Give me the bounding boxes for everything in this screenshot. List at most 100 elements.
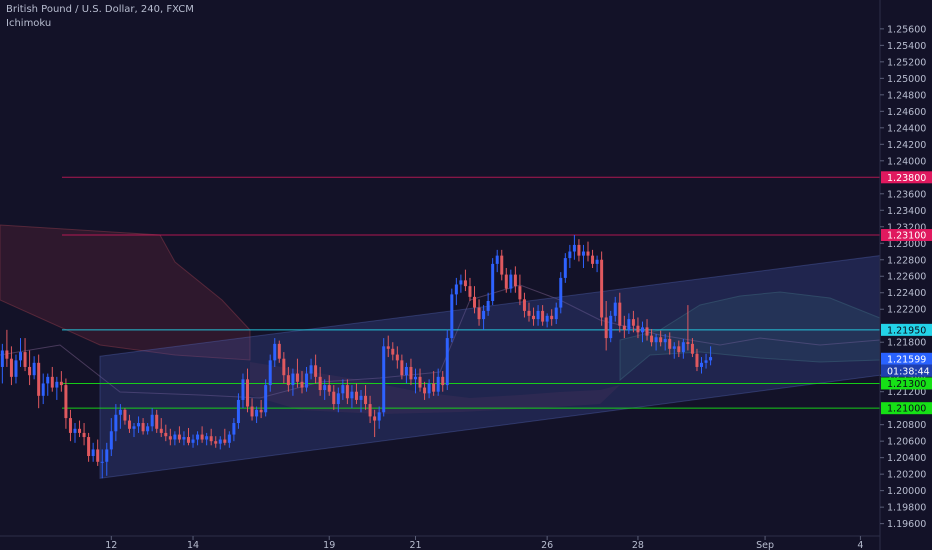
candle [445,329,449,391]
candle [109,418,113,457]
level-badge-2-bg [881,323,932,336]
candle [413,368,417,394]
price-tick-label: 1.22800 [887,255,926,266]
candle [686,305,690,351]
candle [495,249,499,273]
candle [668,332,672,355]
candle [436,368,440,396]
time-tick-label: 21 [409,540,421,550]
candle [273,338,277,367]
candle [309,358,313,380]
time-tick-label: 26 [541,540,553,550]
level-badge-1: 1.23100 [887,231,926,242]
candle [141,418,145,435]
time-tick-label: 12 [105,540,117,550]
candle [205,432,209,446]
candle [168,428,172,446]
candle [559,272,563,314]
candle [236,393,240,429]
candle [132,423,136,438]
candle [423,381,427,400]
candle [73,423,77,443]
candle [96,439,100,466]
candle [332,385,336,410]
candle [9,346,13,386]
candle [391,342,395,361]
bar-countdown: 01:38:44 [887,366,930,377]
level-badge-4-bg [881,402,932,415]
candle [541,305,545,326]
candle [259,399,263,419]
candle [68,409,72,442]
time-tick-label: 28 [632,540,644,550]
level-badge-1-bg [881,229,932,242]
candle [600,251,604,326]
price-badges: 1.23800 1.23100 1.21950 1.21300 1.21000 1.215… [881,171,932,415]
candle [545,313,549,328]
candle [123,408,127,425]
candle [118,404,122,429]
candle [700,357,704,374]
price-tick-label: 1.19800 [887,503,926,514]
candle [645,319,649,341]
candle [395,346,399,369]
candle [591,249,595,268]
candle [354,383,358,405]
candle [46,373,50,396]
candle [0,343,4,384]
level-badge-3: 1.21300 [887,379,926,390]
candle [64,378,68,429]
candle [513,266,517,293]
price-tick-label: 1.24600 [887,107,926,118]
candle [223,428,227,446]
symbol-title: British Pound / U.S. Dollar, 240, FXCM [6,4,194,15]
price-tick-label: 1.24800 [887,90,926,101]
candle [186,427,190,446]
candle [613,296,617,322]
level-badge-2: 1.21950 [887,325,926,336]
price-tick-label: 1.23400 [887,206,926,217]
candle [246,368,250,413]
candle [286,366,290,392]
candles [0,235,713,479]
candle [364,385,368,410]
candle [37,354,41,409]
candle [409,358,413,386]
candle [300,371,304,394]
level-badge-4: 1.21000 [887,404,926,415]
candle [382,338,386,417]
candle [173,431,177,446]
ichimoku-cloud-bearish [0,224,251,361]
candle [609,310,613,343]
candle [482,305,486,330]
price-tick-label: 1.20200 [887,470,926,481]
price-tick-label: 1.20000 [887,486,926,497]
candle [295,358,299,388]
candle [509,269,513,293]
candle [164,424,168,442]
price-tick-label: 1.20800 [887,420,926,431]
candle [218,436,222,450]
candle [277,340,281,363]
candle [577,239,581,262]
candle [463,269,467,292]
candle [359,390,363,413]
candle [227,431,231,448]
candle [604,300,608,351]
price-tick-label: 1.25600 [887,24,926,35]
candle [404,362,408,384]
candle [450,288,454,343]
candle [264,379,268,417]
ichimoku-cloud-bearish-lower [250,362,620,414]
time-axis[interactable]: 12 14 19 21 26 28 Sep 4 [105,536,863,550]
candle [681,338,685,359]
price-axis[interactable]: 1.25600 1.25400 1.25200 1.25000 1.24800 1.246… [880,24,926,530]
candle [182,431,186,446]
candle [454,277,458,306]
price-tick-label: 1.25400 [887,41,926,52]
candle [659,330,663,347]
time-tick-label: 14 [187,540,199,550]
candle [568,244,572,268]
